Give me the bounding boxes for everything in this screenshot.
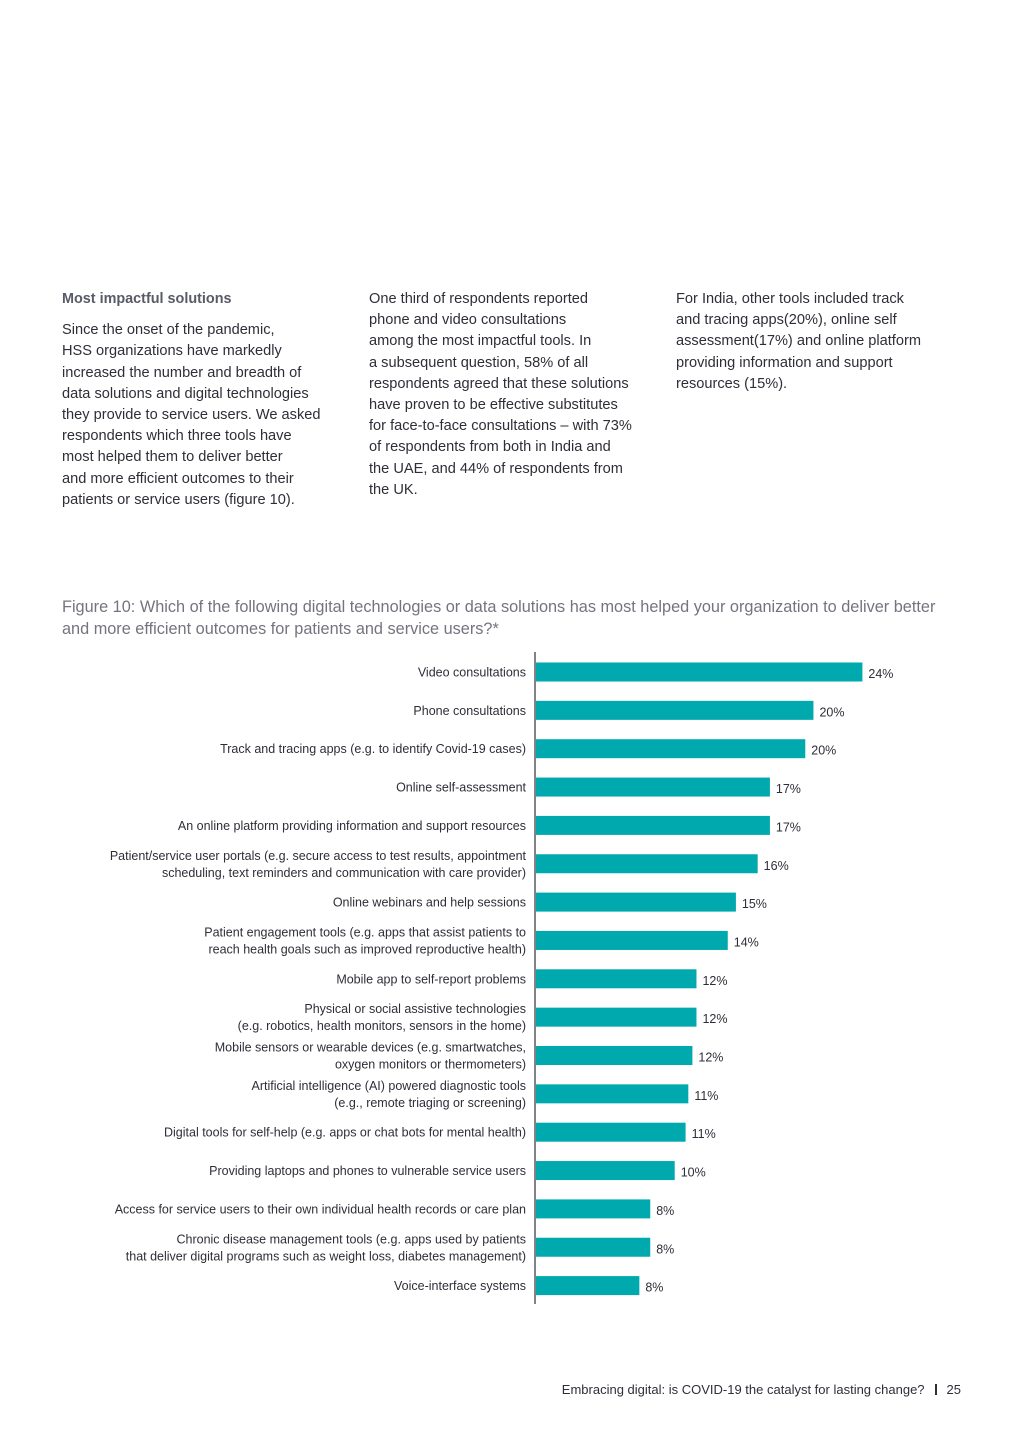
category-label: that deliver digital programs such as we… [126,1249,526,1263]
bar-value-label: 24% [868,667,893,681]
category-label: An online platform providing information… [178,819,526,833]
bar-value-label: 12% [698,1051,723,1065]
page-number: 25 [946,1382,961,1397]
bar [536,1199,651,1219]
bar [536,815,770,835]
bar-value-label: 20% [819,705,844,719]
footer-separator [934,1384,937,1395]
column-middle-body: One third of respondents reported phone … [369,291,632,498]
category-label: Mobile sensors or wearable devices (e.g.… [215,1041,526,1055]
bar-value-label: 15% [742,897,767,911]
category-label: Voice-interface systems [394,1279,526,1293]
category-label: Mobile app to self-report problems [336,972,526,986]
bar [536,1161,675,1181]
category-label: Digital tools for self-help (e.g. apps o… [164,1126,526,1140]
bar [536,854,758,874]
bar-chart: 24% Video consultations 20% Phone consultat… [0,652,1024,1307]
column-left: Most impactful solutions Since the onset… [62,289,344,511]
category-label: Patient engagement tools (e.g. apps that… [204,925,526,939]
bar-value-label: 17% [776,782,801,796]
bar-value-label: 12% [702,1012,727,1026]
footer-text: Embracing digital: is COVID-19 the catal… [561,1382,925,1397]
column-right: For India, other tools included track an… [676,289,958,395]
bar-value-label: 8% [656,1242,674,1256]
bar [536,1276,640,1296]
column-right-body: For India, other tools included track an… [676,291,921,392]
column-left-body: Since the onset of the pandemic, HSS org… [62,322,321,508]
bar-value-label: 20% [811,744,836,758]
bar [536,662,863,682]
bar-value-label: 14% [734,935,759,949]
bar-value-label: 11% [694,1089,718,1103]
category-label: scheduling, text reminders and communica… [162,866,526,880]
category-label: (e.g., remote triaging or screening) [334,1096,526,1110]
category-label: reach health goals such as improved repr… [208,942,526,956]
category-label: Access for service users to their own in… [115,1202,526,1216]
bar [536,1007,697,1027]
bar [536,739,806,759]
category-label: Patient/service user portals (e.g. secur… [110,849,527,863]
category-label: Online webinars and help sessions [333,896,526,910]
bar-value-label: 8% [656,1204,674,1218]
bar [536,930,728,950]
category-label: Artificial intelligence (AI) powered dia… [252,1079,526,1093]
bar-value-label: 12% [702,974,727,988]
bar [536,777,770,797]
category-label: Providing laptops and phones to vulnerab… [209,1164,526,1178]
category-label: oxygen monitors or thermometers) [335,1058,526,1072]
bar-value-label: 8% [645,1281,663,1295]
bar-value-label: 10% [681,1166,706,1180]
category-label: (e.g. robotics, health monitors, sensors… [238,1019,526,1033]
category-label: Video consultations [418,666,526,680]
section-heading: Most impactful solutions [62,291,232,307]
bar-value-label: 17% [776,820,801,834]
bar [536,969,697,989]
category-label: Online self-assessment [396,781,526,795]
category-label: Chronic disease management tools (e.g. a… [176,1232,526,1246]
column-middle: One third of respondents reported phone … [369,289,651,501]
bar [536,700,814,720]
bar [536,1237,651,1257]
category-label: Phone consultations [413,704,526,718]
category-label: Track and tracing apps (e.g. to identify… [220,742,526,756]
figure-title: Figure 10: Which of the following digita… [62,598,936,638]
bar-value-label: 11% [692,1127,716,1141]
category-label: Physical or social assistive technologie… [304,1002,526,1016]
bar [536,1084,689,1104]
page-footer: Embracing digital: is COVID-19 the catal… [562,1382,961,1397]
bar-value-label: 16% [764,859,789,873]
bar [536,892,736,912]
bar-chart-svg: 24% Video consultations 20% Phone consultat… [110,652,893,1304]
bar [536,1122,686,1142]
bar [536,1046,693,1065]
